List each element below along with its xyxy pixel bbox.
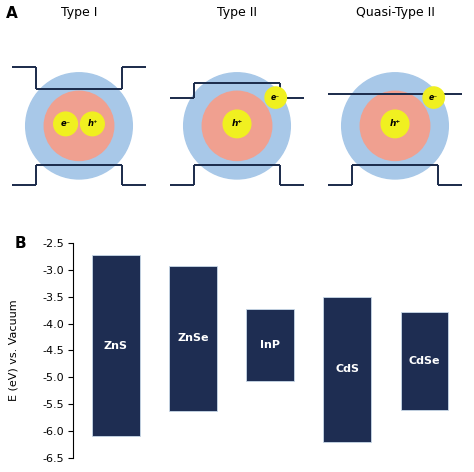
Circle shape: [265, 87, 286, 108]
Text: B: B: [14, 236, 26, 251]
Circle shape: [44, 91, 114, 160]
Circle shape: [26, 73, 132, 179]
Text: e⁻: e⁻: [271, 93, 280, 102]
Text: A: A: [6, 6, 18, 21]
Text: h⁺: h⁺: [231, 119, 243, 128]
Circle shape: [342, 73, 448, 179]
Circle shape: [223, 110, 251, 138]
Y-axis label: E (eV) vs. Vacuum: E (eV) vs. Vacuum: [9, 300, 18, 401]
Text: e⁻: e⁻: [61, 119, 71, 128]
Text: CdS: CdS: [335, 364, 359, 374]
Bar: [169, 266, 217, 411]
Text: Type I: Type I: [61, 6, 97, 19]
Circle shape: [81, 112, 104, 136]
Text: ZnS: ZnS: [104, 341, 128, 351]
Circle shape: [360, 91, 430, 160]
Circle shape: [54, 112, 77, 136]
Text: h⁺: h⁺: [390, 119, 401, 128]
Bar: [92, 255, 140, 436]
Text: InP: InP: [260, 339, 280, 350]
Text: ZnSe: ZnSe: [177, 333, 209, 343]
Text: Type II: Type II: [217, 6, 257, 19]
Text: Quasi-Type II: Quasi-Type II: [356, 6, 435, 19]
Bar: [246, 309, 294, 380]
Text: e⁻: e⁻: [429, 93, 438, 102]
Bar: [401, 312, 448, 410]
Text: h⁺: h⁺: [87, 119, 98, 128]
Circle shape: [423, 87, 445, 108]
Circle shape: [202, 91, 272, 160]
Bar: [323, 297, 371, 442]
Text: CdSe: CdSe: [409, 356, 440, 366]
Circle shape: [184, 73, 290, 179]
Circle shape: [381, 110, 409, 138]
